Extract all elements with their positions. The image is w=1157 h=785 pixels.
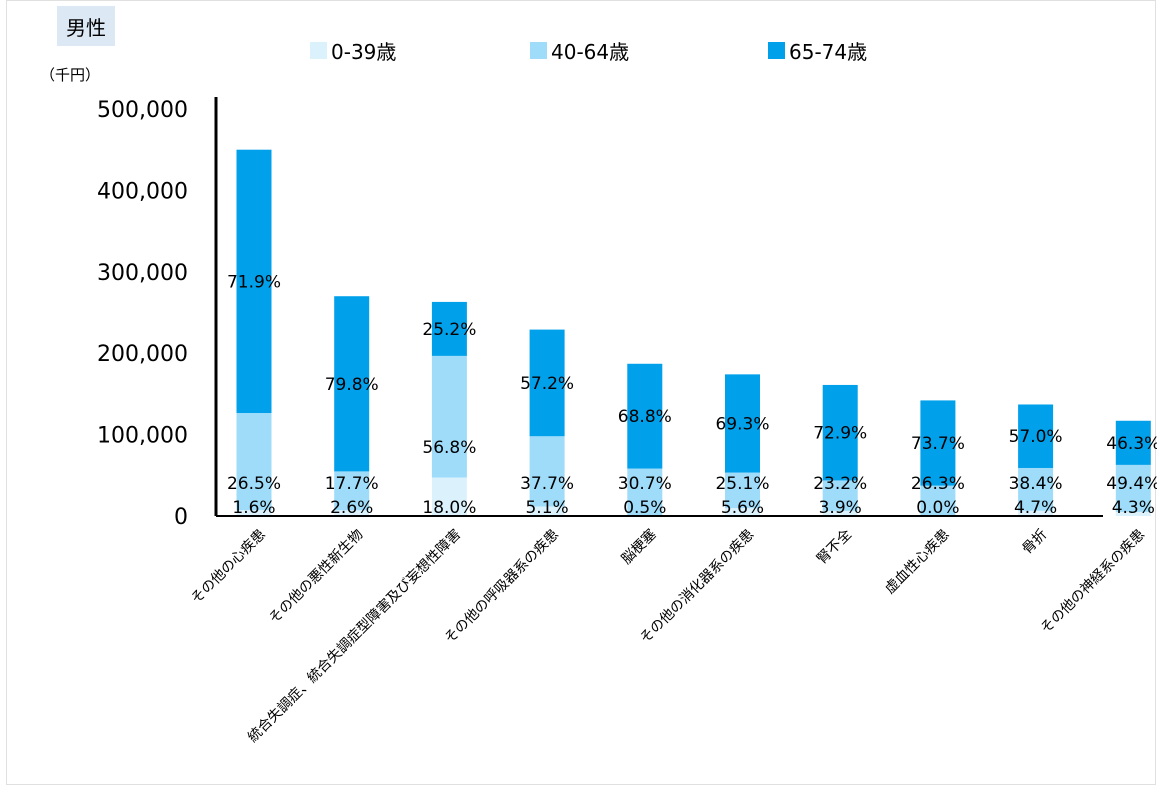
- data-label: 2.6%: [330, 498, 373, 518]
- data-label: 0.0%: [916, 498, 959, 518]
- bar-segment: [725, 472, 760, 509]
- y-axis-unit-label: （千円）: [40, 66, 101, 84]
- x-category-label: 脳梗塞: [618, 526, 660, 568]
- bar-segment: [236, 149, 272, 414]
- bar-segment: [822, 510, 858, 516]
- data-label: 30.7%: [618, 474, 672, 494]
- data-label: 26.5%: [227, 474, 281, 494]
- y-tick-label: 400,000: [97, 179, 188, 204]
- data-label: 3.9%: [819, 498, 862, 518]
- legend-item-0-39: 0-39歳: [310, 36, 396, 64]
- bar-segment: [334, 471, 370, 511]
- data-label: 37.7%: [520, 474, 574, 494]
- y-tick-label: 300,000: [97, 261, 188, 286]
- data-label: 5.6%: [721, 498, 764, 518]
- bar-segment: [1115, 464, 1151, 512]
- bar-segment: [627, 468, 663, 516]
- data-label: 1.6%: [232, 498, 275, 518]
- bar-segment: [529, 436, 565, 507]
- x-category-label: その他の消化器系の疾患: [637, 527, 757, 647]
- data-label: 18.0%: [422, 498, 476, 518]
- legend-item-40-64: 40-64歳: [530, 36, 629, 64]
- data-label: 73.7%: [911, 434, 965, 454]
- bar-segment: [334, 510, 370, 516]
- data-label: 23.2%: [813, 474, 867, 494]
- y-tick-label: 500,000: [97, 98, 188, 123]
- data-label: 0.5%: [623, 498, 666, 518]
- bar-segment: [920, 400, 956, 486]
- bar-segment: [725, 374, 760, 473]
- data-label: 79.8%: [325, 375, 379, 395]
- bar-segment: [529, 329, 565, 437]
- y-tick-label: 0: [174, 505, 188, 530]
- legend-label-40-64: 40-64歳: [551, 39, 630, 64]
- data-label: 69.3%: [715, 414, 769, 434]
- legend-label-65-74: 65-74歳: [789, 39, 868, 64]
- data-label: 72.9%: [813, 424, 867, 444]
- x-category-label: その他の心疾患: [188, 527, 269, 608]
- bar-segment: [1018, 404, 1054, 468]
- data-label: 4.3%: [1112, 498, 1155, 518]
- data-label: 25.2%: [422, 320, 476, 340]
- bar-segment: [1115, 420, 1151, 465]
- legend-swatch-65-74: [768, 41, 785, 59]
- bar-segment: [236, 413, 272, 511]
- gender-badge: 男性: [57, 6, 115, 46]
- legend-item-65-74: 65-74歳: [768, 36, 867, 64]
- bar-segment: [431, 355, 467, 478]
- legend-label-0-39: 0-39歳: [331, 39, 397, 64]
- x-category-label: その他の神経系の疾患: [1038, 527, 1148, 637]
- x-category-label: 腎不全: [813, 526, 855, 568]
- legend-swatch-40-64: [530, 41, 547, 59]
- y-tick-label: 200,000: [97, 342, 188, 367]
- data-label: 5.1%: [525, 498, 568, 518]
- x-category-label: 統合失調症、統合失調症型障害及び妄想性障害: [245, 527, 464, 746]
- bar-segment: [236, 510, 272, 516]
- x-category-label: 虚血性心疾患: [882, 527, 953, 598]
- bar-segment: [822, 480, 858, 511]
- data-label: 46.3%: [1106, 434, 1157, 454]
- data-label: 38.4%: [1009, 474, 1063, 494]
- data-label: 4.7%: [1014, 498, 1057, 518]
- bar-segment: [1018, 510, 1054, 516]
- data-label: 25.1%: [715, 474, 769, 494]
- x-category-label: その他の悪性新生物: [266, 527, 366, 627]
- data-label: 57.0%: [1009, 427, 1063, 447]
- bar-segment: [334, 296, 370, 472]
- data-label: 56.8%: [422, 438, 476, 458]
- data-label: 68.8%: [618, 407, 672, 427]
- y-tick-label: 100,000: [97, 424, 188, 449]
- data-label: 49.4%: [1106, 474, 1157, 494]
- bar-segment: [431, 301, 467, 356]
- plot-area: 0 100,000 200,000 300,000 400,000 500,000 1.6%…: [97, 97, 1157, 746]
- x-category-label: その他の呼吸器系の疾患: [442, 527, 562, 647]
- data-label: 71.9%: [227, 272, 281, 292]
- x-category-label: 骨折: [1019, 527, 1050, 558]
- legend-swatch-0-39: [310, 41, 327, 59]
- data-label: 57.2%: [520, 374, 574, 394]
- bar-segment: [920, 485, 956, 516]
- data-label: 17.7%: [325, 474, 379, 494]
- bar-segment: [529, 506, 565, 516]
- bar-segment: [725, 508, 760, 516]
- data-label: 26.3%: [911, 474, 965, 494]
- bar-segment: [1115, 511, 1151, 516]
- bar-segment: [431, 477, 467, 516]
- bar-segment: [822, 384, 858, 481]
- bar-segment: [627, 363, 663, 469]
- bar-segment: [1018, 467, 1054, 511]
